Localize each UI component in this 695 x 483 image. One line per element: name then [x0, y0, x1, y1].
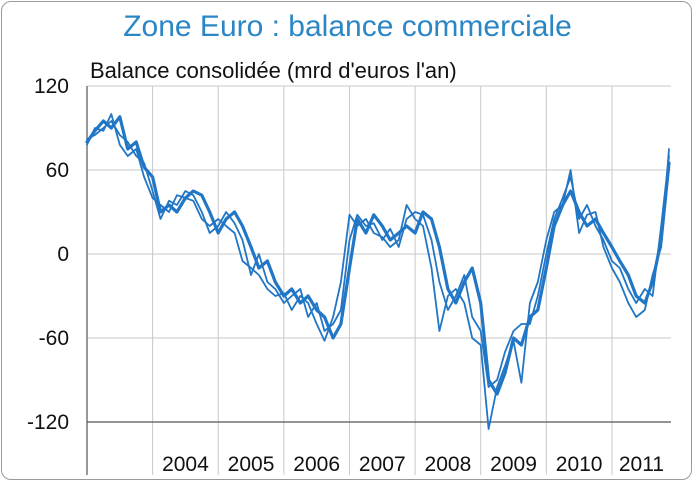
series-lines	[85, 113, 671, 430]
x-tick-label: 2009	[490, 453, 537, 476]
chart-title: Zone Euro : balance commerciale	[123, 10, 572, 43]
x-tick-label: 2005	[228, 453, 275, 476]
chart-subtitle: Balance consolidée (mrd d'euros l'an)	[90, 58, 457, 83]
y-tick-label: 120	[34, 75, 69, 98]
x-tick-label: 2007	[359, 453, 406, 476]
y-tick-labels: 120 60 0 -60 -120	[27, 75, 69, 434]
grid-lines	[86, 85, 671, 475]
x-tick-label: 2006	[293, 453, 340, 476]
y-tick-label: 60	[46, 159, 69, 182]
y-tick-label: -60	[39, 327, 69, 350]
x-tick-label: 2010	[556, 453, 603, 476]
axes	[86, 86, 671, 475]
series-line-1	[85, 115, 671, 396]
y-tick-label: -120	[27, 411, 69, 434]
series-line-3	[86, 113, 670, 430]
y-tick-label: 0	[57, 243, 69, 266]
x-tick-labels: 2004 2005 2006 2007 2008 2009 2010 2011	[162, 453, 664, 476]
x-tick-label: 2004	[162, 453, 209, 476]
x-tick-label: 2008	[425, 453, 472, 476]
x-tick-label: 2011	[619, 453, 664, 476]
